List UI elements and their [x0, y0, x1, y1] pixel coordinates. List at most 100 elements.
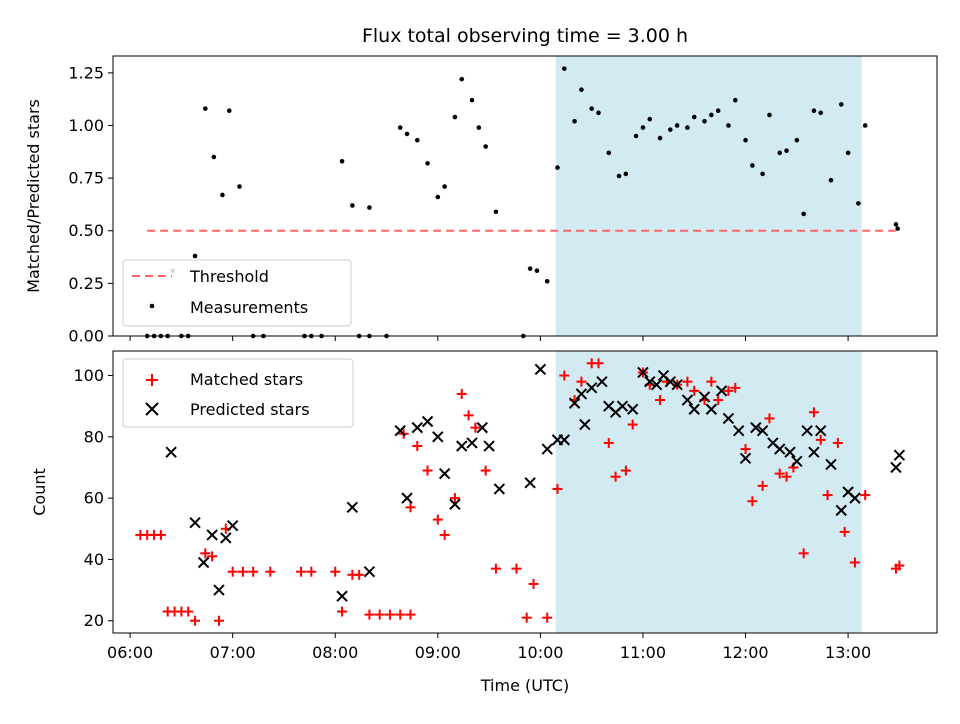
measurement-point — [685, 125, 690, 130]
matched-star-point — [183, 606, 194, 617]
measurement-point — [435, 194, 441, 200]
measurement-point — [668, 127, 673, 132]
predicted-star-point — [825, 458, 837, 471]
predicted-star-point — [849, 492, 861, 504]
measurement-point — [623, 171, 629, 177]
matched-star-point — [207, 551, 218, 562]
matched-star-point — [764, 413, 775, 424]
predicted-star-point — [483, 440, 495, 452]
legend-threshold-label: Threshold — [189, 267, 269, 286]
predicted-star-point — [220, 532, 232, 544]
measurement-point — [777, 150, 783, 156]
predicted-star-point — [449, 498, 461, 510]
x-tick-label: 09:00 — [415, 643, 461, 662]
matched-star-point — [610, 471, 621, 482]
matched-star-point — [815, 434, 826, 445]
measurement-point — [442, 184, 447, 189]
predicted-star-point — [801, 424, 813, 437]
measurement-point — [801, 211, 806, 217]
matched-star-point — [655, 395, 666, 406]
matched-star-point — [559, 370, 570, 381]
legend-matched-swatch — [146, 374, 158, 386]
predicted-star-point — [206, 529, 218, 541]
predicted-star-point — [732, 424, 745, 437]
matched-star-point — [860, 490, 871, 501]
predicted-star-point — [213, 584, 225, 596]
measurement-point — [544, 278, 550, 284]
measurement-point — [237, 184, 242, 189]
matched-star-point — [740, 444, 751, 455]
measurement-point — [818, 110, 824, 116]
matched-star-point — [627, 419, 638, 430]
legend-measurements-swatch — [149, 303, 155, 309]
predicted-star-point — [568, 397, 581, 409]
measurement-point — [397, 125, 403, 130]
matched-star-point — [456, 388, 467, 399]
predicted-star-point — [698, 391, 711, 403]
predicted-star-point — [626, 403, 639, 415]
matched-star-point — [422, 465, 433, 476]
bottom-axes-frame — [112, 350, 938, 634]
matched-star-point — [296, 566, 307, 577]
measurement-point — [367, 205, 372, 210]
measurement-point — [425, 161, 430, 166]
measurement-point — [767, 112, 772, 118]
measurement-point — [702, 118, 707, 124]
measurement-point — [476, 125, 482, 130]
measurement-point — [339, 158, 345, 164]
measurement-point — [589, 106, 594, 111]
top-panel: 0.00 0.25 0.50 0.75 1.00 1.25 Flux total obse… — [24, 25, 938, 346]
predicted-star-point — [784, 446, 796, 458]
predicted-star-point — [650, 379, 663, 391]
measurement-point — [732, 97, 738, 103]
y-tick-label: 0.50 — [68, 221, 104, 240]
matched-star-point — [190, 615, 201, 626]
measurement-point — [845, 150, 851, 156]
matched-star-point — [395, 609, 406, 620]
matched-star-point — [521, 612, 532, 623]
measurement-point — [794, 137, 800, 143]
x-tick-label: 12:00 — [722, 643, 768, 662]
measurement-point — [192, 253, 198, 259]
measurement-point — [784, 148, 789, 154]
matched-star-point — [552, 483, 563, 494]
measurement-point — [726, 123, 731, 128]
matched-star-point — [405, 609, 416, 620]
measurement-point — [596, 110, 601, 116]
measurement-point — [555, 165, 560, 170]
matched-star-point — [439, 529, 450, 540]
top-legend: Threshold Measurements — [122, 259, 352, 327]
matched-star-point — [432, 514, 443, 525]
bottom-y-axis-label: Count — [30, 468, 49, 516]
top-legend-box — [122, 259, 352, 327]
measurement-point — [838, 102, 844, 107]
matched-star-point — [839, 526, 850, 537]
matched-star-point — [306, 566, 317, 577]
measurement-point — [527, 266, 533, 271]
predicted-star-point — [466, 437, 478, 449]
predicted-star-point — [688, 403, 700, 415]
matched-star-point — [364, 609, 375, 620]
bottom-count-markers — [135, 358, 906, 626]
matched-star-point — [412, 441, 423, 452]
y-tick-label: 1.00 — [68, 116, 104, 135]
measurement-point — [895, 226, 900, 231]
y-tick-label: 20 — [84, 611, 104, 630]
predicted-star-point — [705, 403, 718, 415]
matched-star-point — [511, 563, 522, 574]
x-tick-label: 08:00 — [312, 643, 358, 662]
predicted-star-point — [596, 375, 608, 388]
measurement-point — [459, 76, 465, 82]
matched-star-point — [405, 502, 416, 513]
predicted-star-point — [336, 590, 348, 602]
measurement-point — [469, 97, 475, 103]
measurement-point — [828, 177, 834, 183]
measurement-point — [709, 112, 714, 118]
measurement-point — [657, 135, 663, 141]
matched-star-point — [227, 566, 238, 577]
matched-star-point — [337, 606, 348, 617]
predicted-star-point — [808, 446, 820, 458]
predicted-star-point — [411, 421, 424, 434]
measurement-point — [203, 106, 208, 111]
measurement-point — [452, 114, 458, 120]
